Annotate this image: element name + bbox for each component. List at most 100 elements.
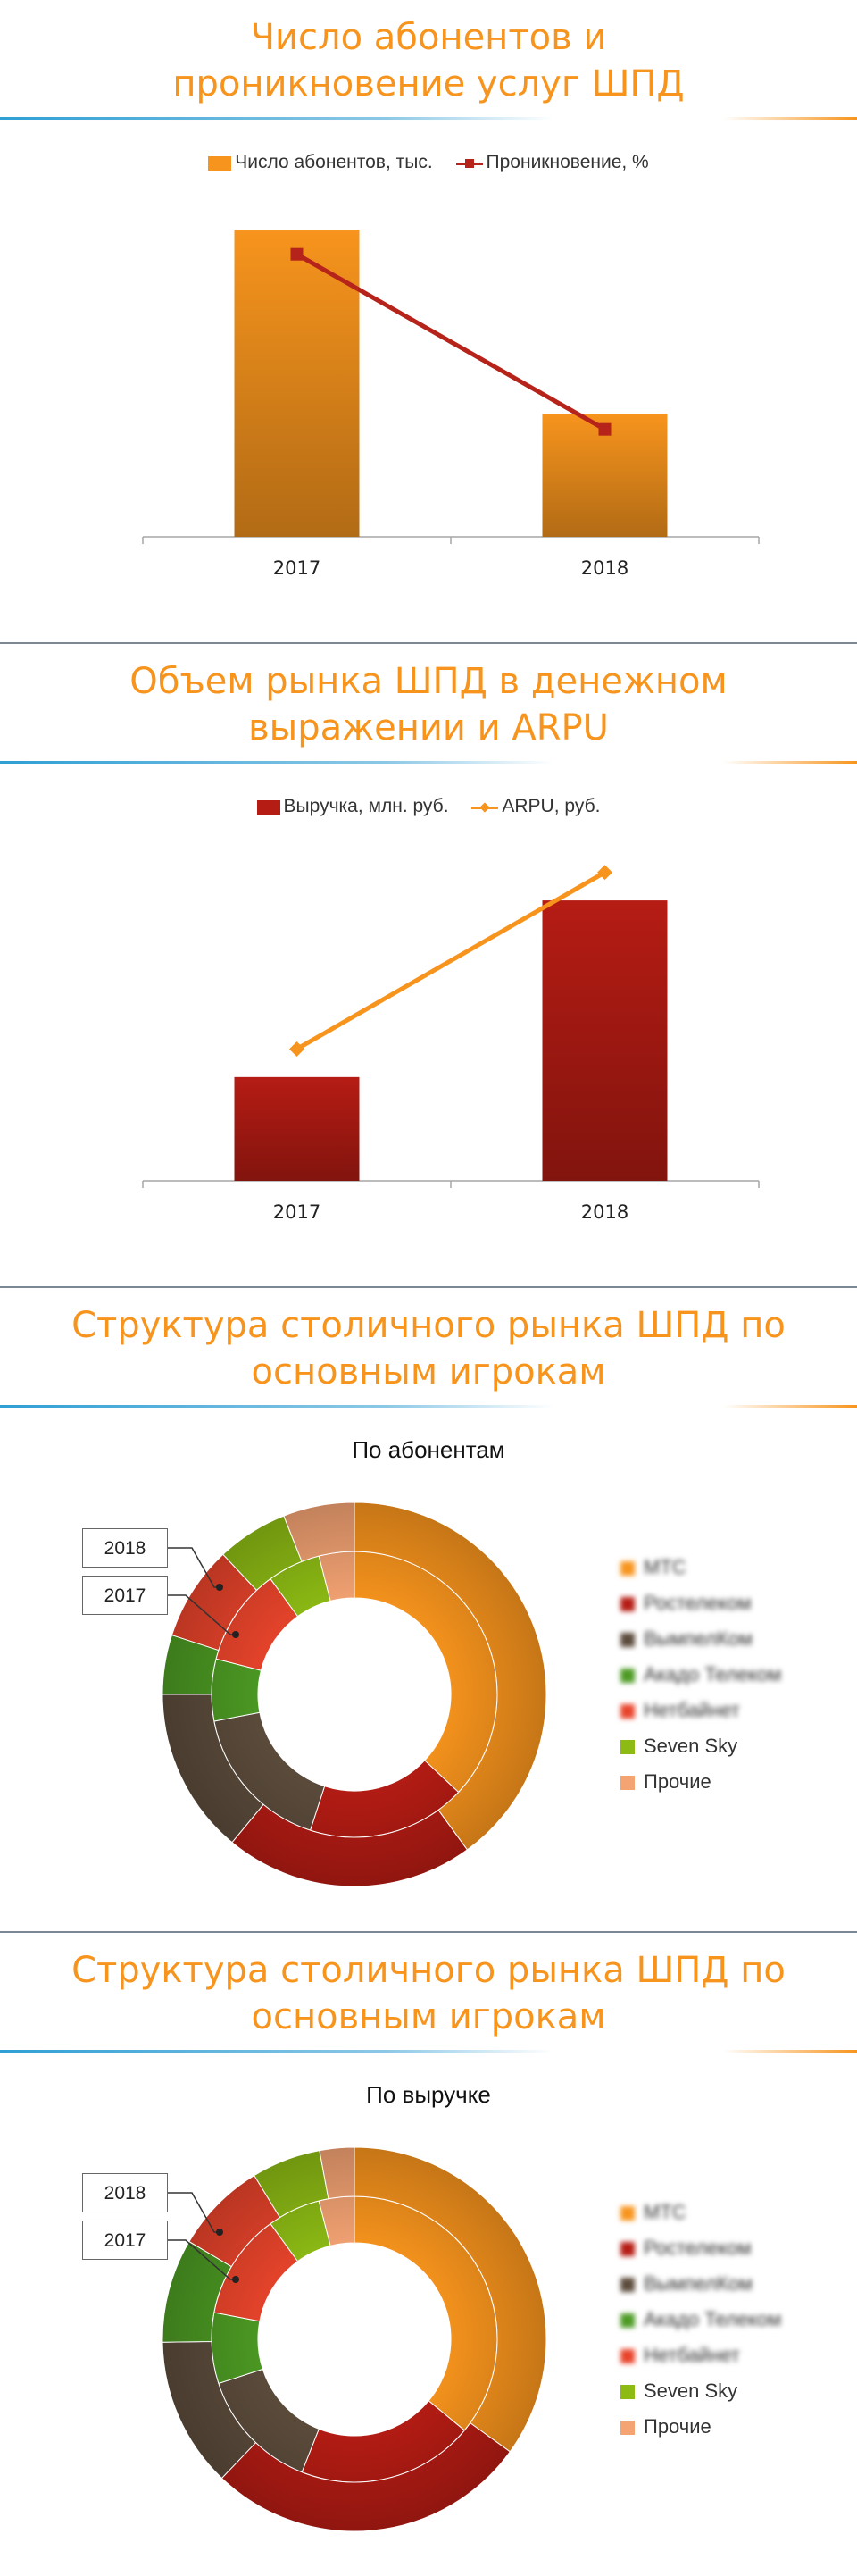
panel-subscribers: Число абонентов и проникновение услуг ШП… <box>0 0 857 643</box>
donut-legend-item: ВымпелКом <box>620 1621 781 1657</box>
title-rule-right <box>723 117 857 120</box>
legend-swatch <box>620 1740 635 1755</box>
line-point <box>597 865 612 881</box>
donut-legend-item: Ростелеком <box>620 1585 781 1621</box>
donut-slice-2018-0 <box>354 2146 547 2453</box>
panel-revenue: Объем рынка ШПД в денежном выражении и A… <box>0 644 857 1287</box>
legend-swatch <box>620 1633 635 1648</box>
legend-label: Ростелеком <box>644 2237 752 2259</box>
legend-label: Число абонентов, тыс. <box>235 152 433 173</box>
legend-label: Ростелеком <box>644 1592 752 1614</box>
donut-legend-item: Ростелеком <box>620 2230 781 2266</box>
panel-title: Объем рынка ШПД в денежном выражении и A… <box>0 658 857 751</box>
legend-label: Акадо Телеком <box>644 1663 782 1685</box>
legend-label: Прочие <box>644 2415 711 2438</box>
donut-legend-item: Seven Sky <box>620 1728 781 1764</box>
line-point <box>598 422 612 436</box>
donut-chart-revenue <box>162 2146 547 2532</box>
combo-chart-revenue: 2017 2018 <box>142 865 760 1223</box>
legend-label: Выручка, млн. руб. <box>283 796 449 817</box>
legend-label: Прочие <box>644 1770 711 1793</box>
legend-swatch <box>620 2313 635 2329</box>
legend-swatch <box>620 2278 635 2293</box>
legend-label: Нетбайнет <box>644 1699 740 1721</box>
line-point <box>290 247 304 261</box>
combo-chart-subscribers: 2017 2018 <box>142 230 760 579</box>
legend-swatch <box>620 2385 635 2400</box>
legend-item-line: ARPU, руб. <box>471 796 600 817</box>
line-series <box>295 870 606 1051</box>
legend-swatch <box>620 1561 635 1577</box>
donut-slice-2018-1 <box>220 2421 512 2532</box>
line-point <box>289 1041 304 1057</box>
legend-item-line: Проникновение, % <box>455 152 649 173</box>
title-rule-right <box>723 761 857 764</box>
legend-label: МТС <box>644 1556 686 1578</box>
donut-slice-2018-6 <box>319 2146 355 2200</box>
legend-label: ВымпелКом <box>644 1627 753 1650</box>
donut-legend-item: Прочие <box>620 2409 781 2445</box>
chart-subtitle: По абонентам <box>352 1436 505 1463</box>
legend-swatch <box>620 1669 635 1684</box>
legend-label: Seven Sky <box>644 2379 738 2402</box>
panel-title-line2: основным игрокам <box>251 1351 606 1393</box>
panel-title: Число абонентов и проникновение услуг ШП… <box>0 14 857 107</box>
x-tick-label: 2017 <box>273 1201 320 1223</box>
title-rule-left <box>0 117 553 120</box>
legend-swatch <box>620 2349 635 2364</box>
year-label-2018: 2018 <box>82 2173 168 2212</box>
legend-label: Нетбайнет <box>644 2344 740 2366</box>
panel-title: Структура столичного рынка ШПД по основн… <box>0 1302 857 1395</box>
chart-subtitle: По выручке <box>366 2081 491 2108</box>
year-label-2018: 2018 <box>82 1528 168 1568</box>
year-label-2017: 2017 <box>82 2221 168 2260</box>
legend-label: ARPU, руб. <box>502 796 601 817</box>
title-rule-left <box>0 1405 553 1408</box>
donut-legend-item: Акадо Телеком <box>620 2302 781 2338</box>
legend-label: Seven Sky <box>644 1735 738 1757</box>
legend-swatch <box>256 799 280 815</box>
panel-title-line1: Число абонентов и <box>250 17 607 58</box>
line-series <box>295 252 606 431</box>
legend-swatch <box>620 1597 635 1612</box>
panel-separator <box>0 1931 857 1933</box>
legend-label: Проникновение, % <box>486 152 649 173</box>
legend-item-bar: Выручка, млн. руб. <box>256 796 449 817</box>
panel-title-line2: выражении и ARPU <box>248 707 609 749</box>
donut-legend-item: Акадо Телеком <box>620 1657 781 1693</box>
panel-structure-revenue: Структура столичного рынка ШПД по основн… <box>0 1933 857 2576</box>
leader-dot <box>216 2229 223 2236</box>
legend-swatch <box>620 1704 635 1719</box>
bar-2018 <box>542 900 668 1181</box>
panel-title-line1: Структура столичного рынка ШПД по <box>71 1305 786 1346</box>
legend-swatch <box>620 2206 635 2221</box>
donut-legend-item: Прочие <box>620 1764 781 1800</box>
title-rule-right <box>723 1405 857 1408</box>
legend-label: Акадо Телеком <box>644 2308 782 2330</box>
legend-label: МТС <box>644 2201 686 2223</box>
legend-swatch <box>208 155 232 171</box>
panel-separator <box>0 1286 857 1288</box>
panel-separator <box>0 642 857 644</box>
donut-legend-item: МТС <box>620 2195 781 2230</box>
title-rule-left <box>0 2050 553 2053</box>
x-tick-label: 2018 <box>581 557 628 579</box>
leader-dot <box>232 1631 239 1638</box>
panel-title-line2: проникновение услуг ШПД <box>172 63 685 105</box>
donut-chart-subscribers <box>162 1501 547 1887</box>
chart-legend: Выручка, млн. руб. ARPU, руб. <box>0 796 857 817</box>
x-tick-label: 2018 <box>581 1201 628 1223</box>
bar-2017 <box>234 1076 360 1181</box>
legend-swatch <box>620 2421 635 2436</box>
x-tick-label: 2017 <box>273 557 320 579</box>
title-rule-right <box>723 2050 857 2053</box>
panel-title-line1: Структура столичного рынка ШПД по <box>71 1950 786 1991</box>
donut-slice-2018-0 <box>354 1501 547 1851</box>
panel-title-line2: основным игрокам <box>251 1996 606 2037</box>
donut-legend-item: ВымпелКом <box>620 2266 781 2302</box>
donut-legend: МТС Ростелеком ВымпелКом Акадо Телеком Нетба… <box>620 1550 781 1800</box>
bar-2017 <box>234 230 360 537</box>
legend-item-bar: Число абонентов, тыс. <box>208 152 433 173</box>
panel-title: Структура столичного рынка ШПД по основн… <box>0 1947 857 2040</box>
panel-structure-subscribers: Структура столичного рынка ШПД по основн… <box>0 1288 857 1931</box>
